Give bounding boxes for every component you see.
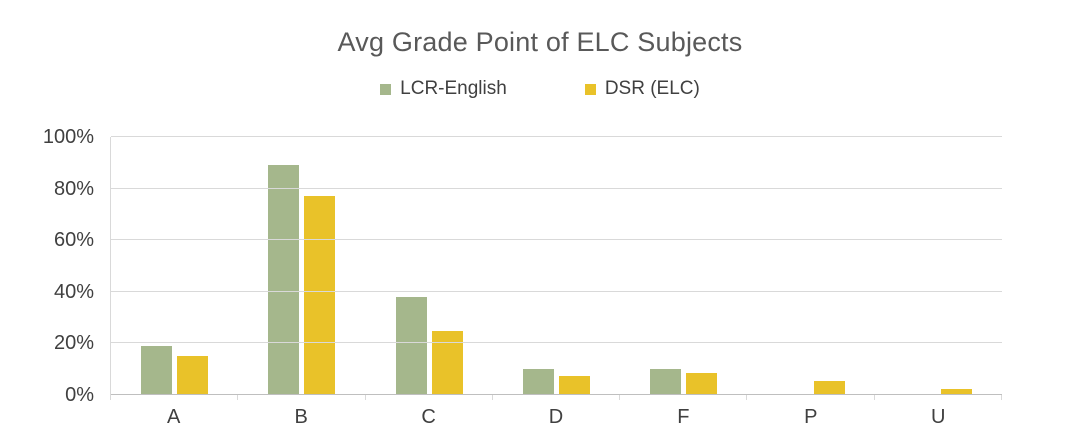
bar-lcr-english-d (522, 369, 554, 395)
bar-lcr-english-f (650, 369, 682, 395)
x-axis-tick (493, 395, 621, 400)
bar-dsr-elc-f (686, 373, 718, 395)
x-axis-line (111, 394, 1002, 395)
bar-group-b (238, 137, 365, 395)
bar-dsr-elc-a (177, 356, 209, 395)
bar-dsr-elc-u (940, 388, 972, 395)
gridline (111, 239, 1002, 241)
y-tick-label-40: 40% (53, 280, 94, 303)
bar-dsr-elc-d (558, 375, 590, 395)
y-tick-label-0: 0% (65, 384, 94, 406)
bars-container (111, 137, 1002, 395)
x-tick-label-u: U (931, 406, 946, 428)
x-axis-tick (110, 395, 239, 400)
x-axis-tick (620, 395, 748, 400)
bar-group-f (620, 137, 747, 395)
legend-item-dsr-elc: DSR (ELC) (584, 78, 700, 100)
x-axis-tick-marks (110, 395, 1002, 400)
y-tick-label-20: 20% (53, 332, 94, 355)
legend-swatch-lcr-english (380, 83, 392, 95)
gridline (111, 342, 1002, 344)
x-tick-label-a: A (167, 406, 181, 428)
bar-lcr-english-b (268, 165, 300, 395)
bar-dsr-elc-p (813, 380, 845, 395)
gridline (111, 290, 1002, 292)
y-axis: 0% 20% 40% 60% 80% 100% (0, 127, 110, 405)
bar-dsr-elc-c (431, 330, 463, 395)
bar-lcr-english-a (141, 345, 173, 395)
x-tick-label-b: B (294, 406, 308, 428)
y-tick-label-80: 80% (53, 177, 94, 200)
bar-group-d (493, 137, 620, 395)
gridline (111, 187, 1002, 189)
plot-area (110, 136, 1002, 395)
bar-group-a (111, 137, 238, 395)
x-tick-label-p: P (804, 406, 818, 428)
x-axis-tick (366, 395, 493, 400)
x-tick-label-d: D (548, 406, 564, 428)
bar-group-c (366, 137, 493, 395)
legend-swatch-dsr-elc (584, 83, 596, 95)
x-axis-tick (747, 395, 875, 400)
bar-group-u (875, 137, 1002, 395)
gridline (111, 136, 1002, 137)
x-axis-tick (875, 395, 1002, 400)
bar-dsr-elc-b (304, 196, 336, 395)
legend-label-lcr-english: LCR-English (400, 78, 507, 99)
y-tick-label-100: 100% (42, 126, 94, 148)
legend-item-lcr-english: LCR-English (380, 78, 507, 100)
x-axis-tick (238, 395, 366, 400)
x-tick-label-c: C (421, 406, 436, 428)
legend-label-dsr-elc: DSR (ELC) (604, 78, 700, 99)
legend: LCR-English DSR (ELC) (0, 78, 1080, 100)
bar-group-p (747, 137, 874, 395)
x-tick-label-f: F (677, 406, 690, 428)
y-tick-label-60: 60% (53, 229, 94, 252)
bar-lcr-english-c (395, 296, 427, 395)
chart-title: Avg Grade Point of ELC Subjects (337, 27, 743, 57)
